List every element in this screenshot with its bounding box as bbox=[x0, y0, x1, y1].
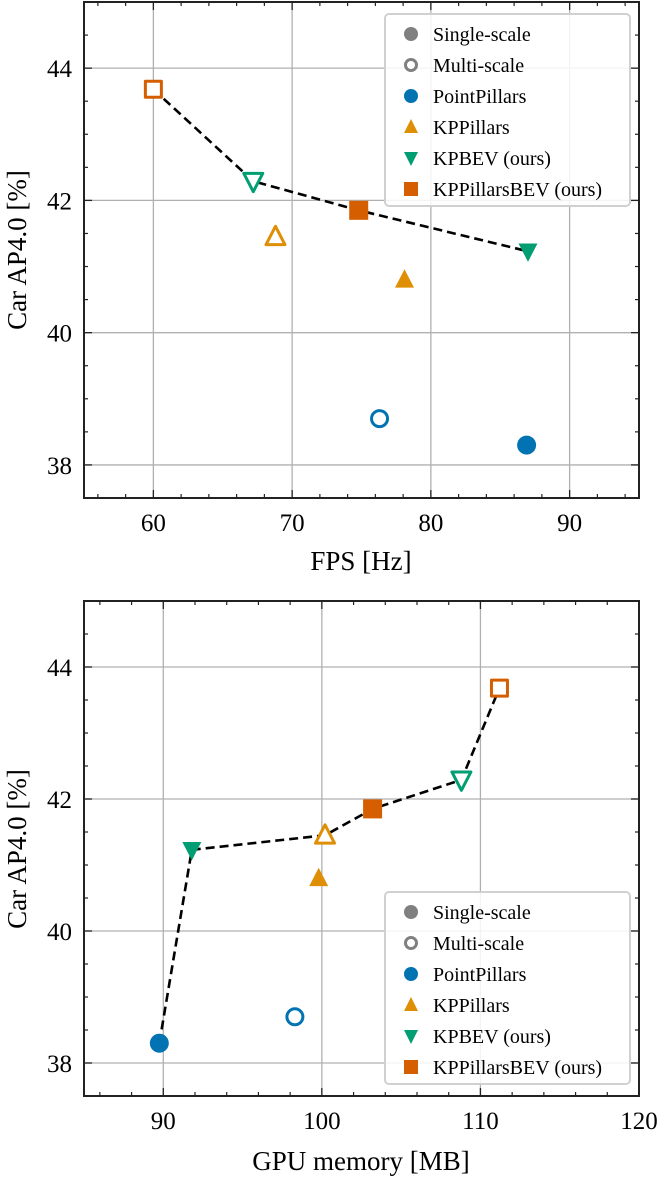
y-tick-label: 38 bbox=[47, 1051, 72, 1078]
point-pointpillars-single bbox=[517, 435, 537, 455]
legend-label: KPPillarsBEV (ours) bbox=[433, 1057, 602, 1079]
legend-marker-icon bbox=[404, 152, 418, 166]
legend-marker-icon bbox=[404, 58, 418, 72]
x-tick-label: 60 bbox=[141, 510, 166, 537]
y-tick-label: 40 bbox=[47, 919, 72, 946]
legend-marker-icon bbox=[404, 967, 418, 981]
y-tick-label: 44 bbox=[47, 655, 73, 682]
legend-marker-icon bbox=[404, 89, 418, 103]
chart-ap-vs-fps: Car AP4.0 [%] FPS [Hz] 60 70 80 90 38 40 42 44 S… bbox=[2, 1, 640, 576]
x-tick-label: 90 bbox=[557, 510, 582, 537]
x-tick-label: 70 bbox=[280, 510, 305, 537]
point-kppillarsbev-ours-multi bbox=[143, 79, 163, 99]
y-axis-label: Car AP4.0 [%] bbox=[2, 769, 32, 929]
legend: Single-scale Multi-scale PointPillars KPPil… bbox=[384, 13, 631, 207]
point-kpbev-ours-multi bbox=[242, 171, 265, 194]
legend-marker-icon bbox=[404, 119, 418, 133]
point-kppillars-multi bbox=[264, 224, 287, 247]
point-kppillarsbev-ours-single bbox=[363, 799, 383, 819]
point-kppillars-multi bbox=[314, 823, 337, 845]
point-kppillars-single bbox=[309, 867, 329, 887]
legend-label: KPBEV (ours) bbox=[433, 1026, 551, 1048]
legend-label: Single-scale bbox=[433, 24, 531, 46]
y-tick-label: 40 bbox=[47, 321, 72, 348]
point-kpbev-ours-single bbox=[518, 243, 538, 262]
legend-marker-icon bbox=[404, 27, 418, 41]
y-tick-label: 42 bbox=[47, 787, 72, 814]
x-tick-label: 80 bbox=[418, 510, 443, 537]
legend-marker-icon bbox=[404, 1060, 418, 1074]
legend-marker-icon bbox=[404, 182, 418, 196]
x-axis-label: GPU memory [MB] bbox=[252, 1146, 470, 1176]
x-tick-label: 100 bbox=[303, 1108, 341, 1135]
x-tick-label: 90 bbox=[151, 1108, 176, 1135]
x-tick-label: 120 bbox=[620, 1108, 658, 1135]
legend-label: KPPillarsBEV (ours) bbox=[433, 179, 602, 201]
y-tick-label: 42 bbox=[47, 188, 72, 215]
plot-frame bbox=[83, 600, 640, 1097]
pareto-frontier-line bbox=[152, 88, 529, 253]
x-tick-label: 110 bbox=[462, 1108, 499, 1135]
point-kppillarsbev-ours-multi bbox=[489, 678, 509, 698]
point-kpbev-ours-single bbox=[182, 841, 202, 861]
y-tick-label: 44 bbox=[47, 56, 73, 83]
legend-label: KPBEV (ours) bbox=[433, 148, 551, 170]
point-pointpillars-multi bbox=[370, 409, 390, 429]
legend-label: KPPillars bbox=[433, 117, 510, 139]
chart-ap-vs-gpu-memory: Car AP4.0 [%] GPU memory [MB] 90 100 110 12… bbox=[2, 600, 658, 1176]
legend-label: PointPillars bbox=[433, 86, 527, 108]
y-axis-label: Car AP4.0 [%] bbox=[2, 170, 32, 330]
legend-marker-icon bbox=[404, 905, 418, 919]
point-kpbev-ours-multi bbox=[450, 770, 473, 792]
legend-label: Multi-scale bbox=[433, 933, 524, 955]
legend-label: Single-scale bbox=[433, 902, 531, 924]
legend: Single-scale Multi-scale PointPillars KPPil… bbox=[384, 891, 631, 1085]
point-kppillars-single bbox=[395, 269, 415, 288]
y-tick-label: 38 bbox=[47, 453, 72, 480]
point-pointpillars-single bbox=[149, 1033, 169, 1053]
legend-marker-icon bbox=[404, 997, 418, 1011]
legend-label: Multi-scale bbox=[433, 55, 524, 77]
legend-marker-icon bbox=[404, 936, 418, 950]
legend-box bbox=[384, 891, 631, 1085]
legend-marker-icon bbox=[404, 1030, 418, 1044]
legend-box bbox=[384, 13, 631, 207]
pareto-frontier-line bbox=[158, 687, 501, 1044]
legend-label: KPPillars bbox=[433, 995, 510, 1017]
plot-frame bbox=[83, 1, 640, 499]
point-kppillarsbev-ours-single bbox=[349, 200, 369, 220]
legend-label: PointPillars bbox=[433, 964, 527, 986]
x-axis-label: FPS [Hz] bbox=[310, 546, 411, 576]
point-pointpillars-multi bbox=[285, 1007, 305, 1027]
